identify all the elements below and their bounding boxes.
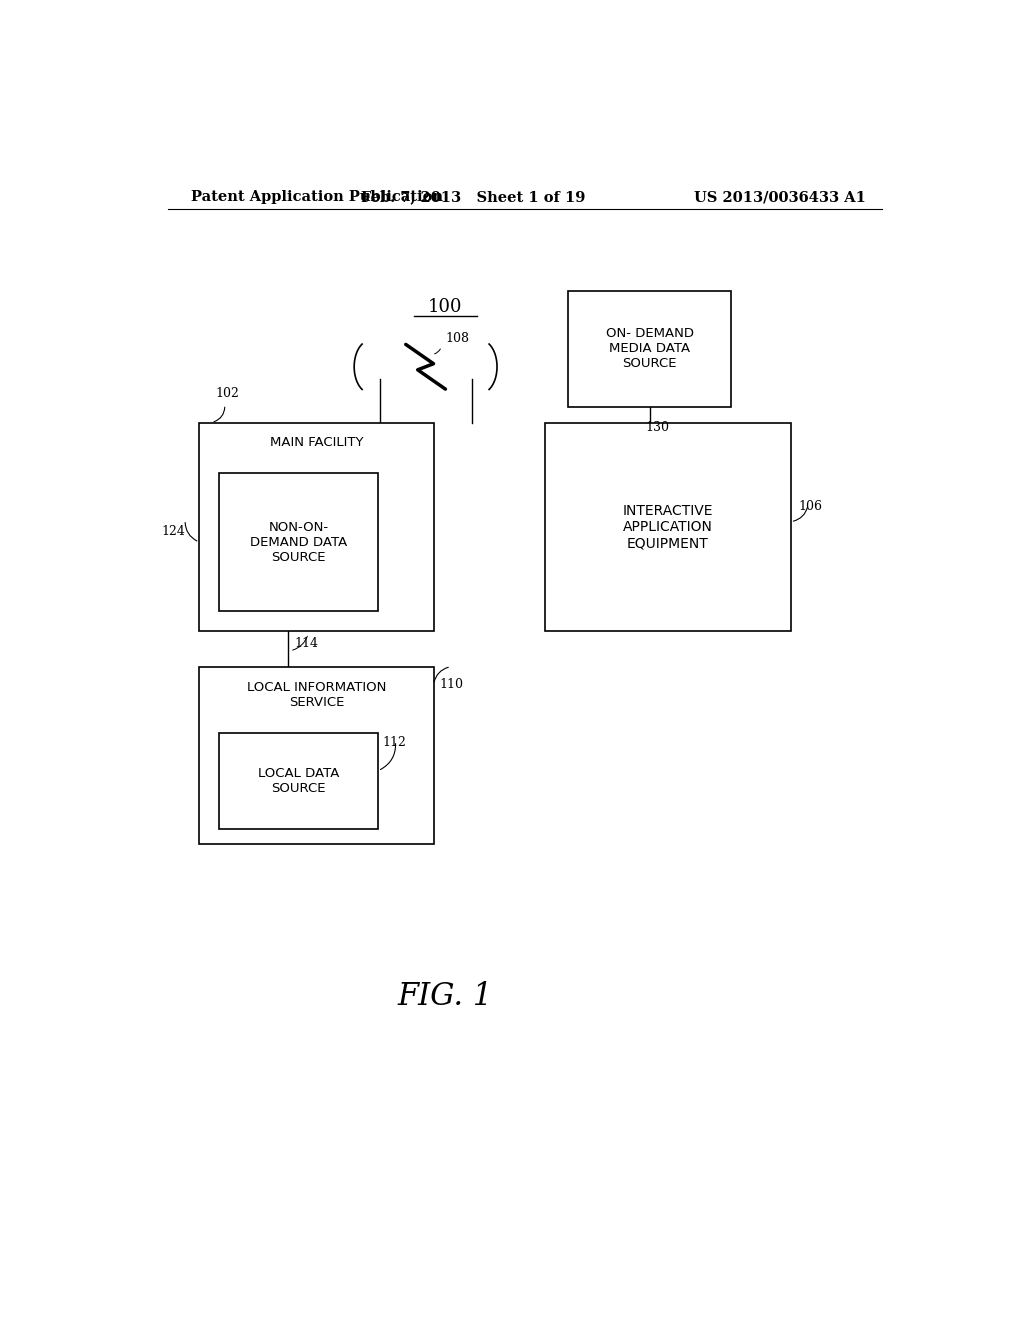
Text: ON- DEMAND
MEDIA DATA
SOURCE: ON- DEMAND MEDIA DATA SOURCE — [606, 327, 694, 371]
Text: FIG. 1: FIG. 1 — [397, 982, 494, 1012]
Text: 124: 124 — [162, 525, 185, 539]
Text: 114: 114 — [295, 638, 318, 651]
Bar — [219, 733, 378, 829]
Text: LOCAL INFORMATION
SERVICE: LOCAL INFORMATION SERVICE — [247, 681, 386, 709]
Text: 100: 100 — [428, 298, 463, 315]
Bar — [568, 290, 731, 408]
Text: 130: 130 — [646, 421, 670, 434]
Text: 102: 102 — [215, 387, 240, 400]
Text: Patent Application Publication: Patent Application Publication — [191, 190, 443, 205]
Text: 108: 108 — [445, 331, 469, 345]
Text: US 2013/0036433 A1: US 2013/0036433 A1 — [694, 190, 866, 205]
Text: 112: 112 — [382, 737, 406, 750]
Text: 106: 106 — [799, 500, 822, 513]
Text: 110: 110 — [440, 678, 464, 692]
Text: Feb. 7, 2013   Sheet 1 of 19: Feb. 7, 2013 Sheet 1 of 19 — [361, 190, 586, 205]
Bar — [545, 422, 791, 631]
Bar — [219, 474, 378, 611]
Bar — [200, 422, 433, 631]
Bar — [200, 667, 433, 845]
Text: NON-ON-
DEMAND DATA
SOURCE: NON-ON- DEMAND DATA SOURCE — [250, 520, 347, 564]
Text: MAIN FACILITY: MAIN FACILITY — [269, 437, 364, 450]
Text: INTERACTIVE
APPLICATION
EQUIPMENT: INTERACTIVE APPLICATION EQUIPMENT — [623, 504, 713, 550]
Text: LOCAL DATA
SOURCE: LOCAL DATA SOURCE — [258, 767, 339, 795]
